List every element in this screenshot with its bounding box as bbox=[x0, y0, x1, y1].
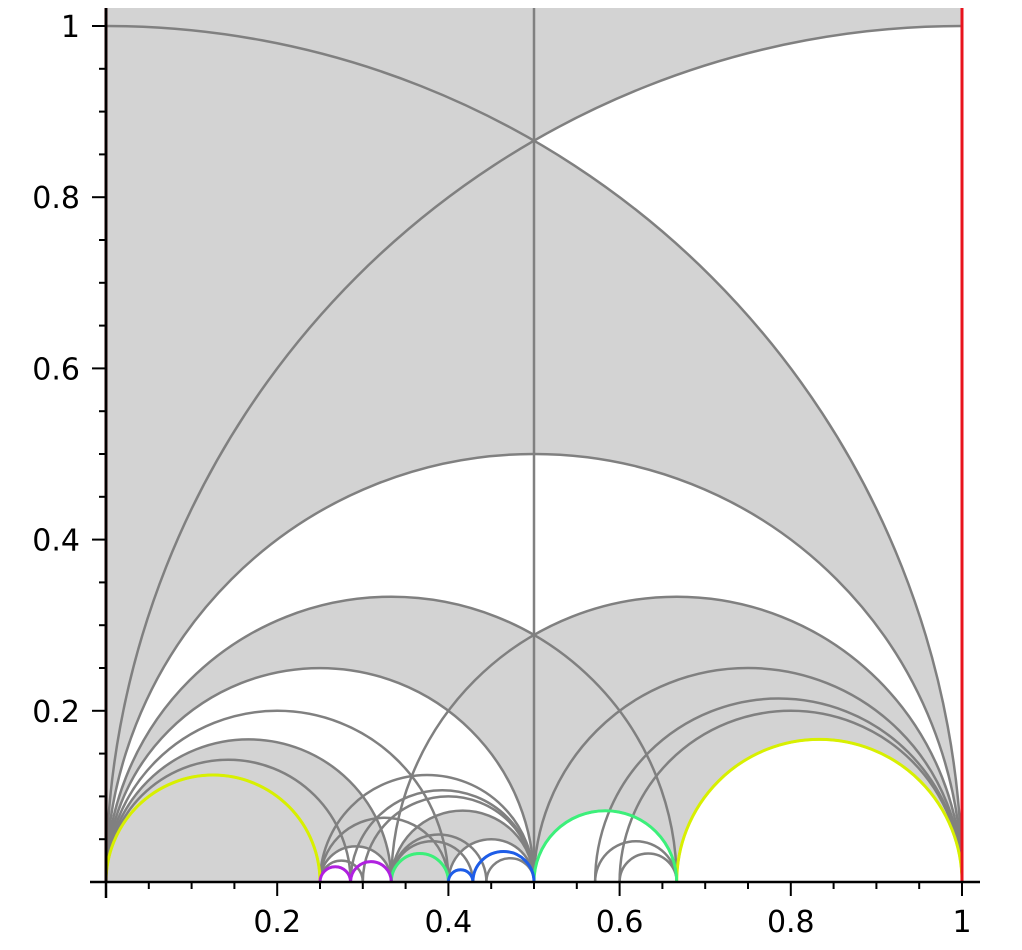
highlight-arc bbox=[389, 852, 450, 882]
highlight-arc bbox=[106, 773, 322, 882]
axes: 0.2 0.4 0.6 0.8 1 0.2 0.4 0.6 0.8 1 bbox=[32, 8, 980, 940]
highlight-arc bbox=[349, 860, 393, 882]
geodesic-arc bbox=[593, 697, 962, 882]
geodesic-arc bbox=[618, 709, 962, 882]
y-tick-label: 0.8 bbox=[32, 181, 80, 216]
highlight-arc bbox=[318, 865, 353, 882]
geodesic-arc bbox=[106, 595, 678, 882]
geodesic-arc bbox=[318, 773, 536, 882]
white-region bbox=[534, 26, 962, 882]
y-axis-ticks: 0.2 0.4 0.6 0.8 1 bbox=[32, 10, 106, 841]
geodesic-arc bbox=[618, 852, 678, 882]
x-tick-label: 0.4 bbox=[425, 905, 473, 940]
y-tick-label: 0.2 bbox=[32, 695, 80, 730]
geodesic-arc bbox=[390, 809, 536, 882]
y-tick-label: 0.6 bbox=[32, 352, 80, 387]
x-tick-label: 0.8 bbox=[767, 905, 815, 940]
highlight-arc bbox=[471, 850, 536, 882]
geodesic-arc bbox=[532, 666, 962, 882]
geodesic-arc bbox=[106, 738, 393, 882]
highlight-arc bbox=[532, 809, 679, 882]
geodesic-arc bbox=[106, 24, 962, 882]
geodesic-arc bbox=[390, 595, 962, 882]
y-tick-label: 0.4 bbox=[32, 524, 80, 559]
x-tick-label: 0.2 bbox=[253, 905, 301, 940]
geodesic-arc bbox=[361, 795, 536, 882]
region-band bbox=[676, 739, 962, 882]
geodesic-arc bbox=[106, 666, 536, 882]
x-axis-ticks: 0.2 0.4 0.6 0.8 1 bbox=[147, 882, 972, 940]
region-band bbox=[106, 739, 392, 882]
region-band bbox=[391, 853, 449, 882]
highlight-arc bbox=[675, 737, 962, 882]
x-tick-label: 0.6 bbox=[596, 905, 644, 940]
geodesic-arc bbox=[318, 845, 393, 882]
geodesic-arc bbox=[593, 840, 678, 882]
region-band bbox=[448, 839, 534, 882]
highlighted-arcs bbox=[106, 737, 962, 882]
geodesic-arc bbox=[106, 709, 450, 882]
geodesic-arc bbox=[318, 816, 450, 882]
y-tick-label: 1 bbox=[61, 10, 80, 45]
x-tick-label: 1 bbox=[952, 905, 971, 940]
region-band bbox=[534, 810, 677, 882]
region-band bbox=[320, 846, 392, 882]
highlight-arc bbox=[446, 868, 475, 882]
